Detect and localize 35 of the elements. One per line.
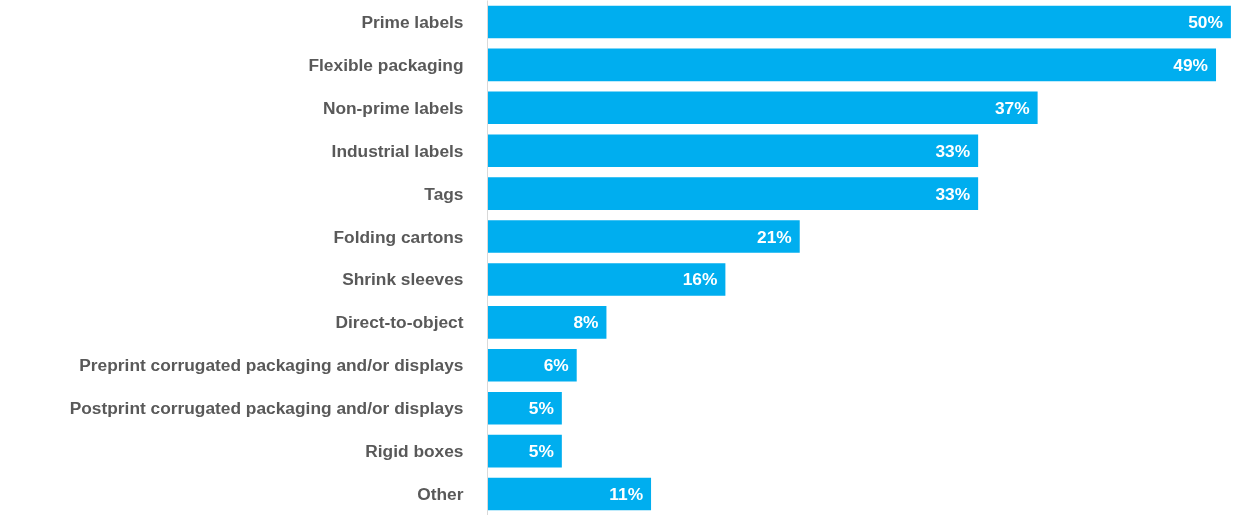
- y-tick-label: Postprint corrugated packaging and/or displays: [69, 398, 464, 419]
- y-tick-label: Rigid boxes: [365, 441, 464, 462]
- y-tick-label: Industrial labels: [331, 140, 464, 161]
- data-label: 8%: [573, 312, 599, 333]
- bar: [487, 477, 652, 511]
- bar: [487, 263, 726, 296]
- data-label: 21%: [757, 226, 792, 247]
- bar: [487, 391, 562, 425]
- data-label: 33%: [935, 183, 971, 204]
- data-label: 33%: [935, 140, 971, 161]
- y-tick-label: Other: [417, 484, 464, 505]
- bar: [487, 134, 979, 168]
- data-label: 49%: [1173, 54, 1209, 75]
- y-tick-label: Direct-to-object: [335, 312, 464, 333]
- data-label: 37%: [994, 97, 1030, 118]
- data-label: 11%: [609, 484, 644, 505]
- data-label: 6%: [543, 355, 569, 376]
- y-tick-label: Prime labels: [361, 11, 464, 32]
- bar: [487, 348, 577, 382]
- y-tick-label: Preprint corrugated packaging and/or displays: [79, 355, 464, 376]
- data-label: 5%: [528, 441, 554, 462]
- y-tick-label: Shrink sleeves: [342, 269, 464, 290]
- bar: [487, 91, 1038, 125]
- bar: [487, 306, 607, 339]
- bar: [487, 220, 800, 253]
- bar: [487, 48, 1217, 82]
- bar: [487, 177, 979, 210]
- y-tick-label: Flexible packaging: [308, 54, 464, 75]
- y-tick-label: Folding cartons: [333, 226, 464, 247]
- y-tick-label: Tags: [424, 183, 464, 204]
- data-label: 16%: [682, 269, 718, 290]
- y-tick-label: Non-prime labels: [322, 97, 464, 118]
- bar: [487, 5, 1231, 39]
- data-label: 50%: [1188, 11, 1223, 32]
- data-label: 5%: [528, 398, 554, 419]
